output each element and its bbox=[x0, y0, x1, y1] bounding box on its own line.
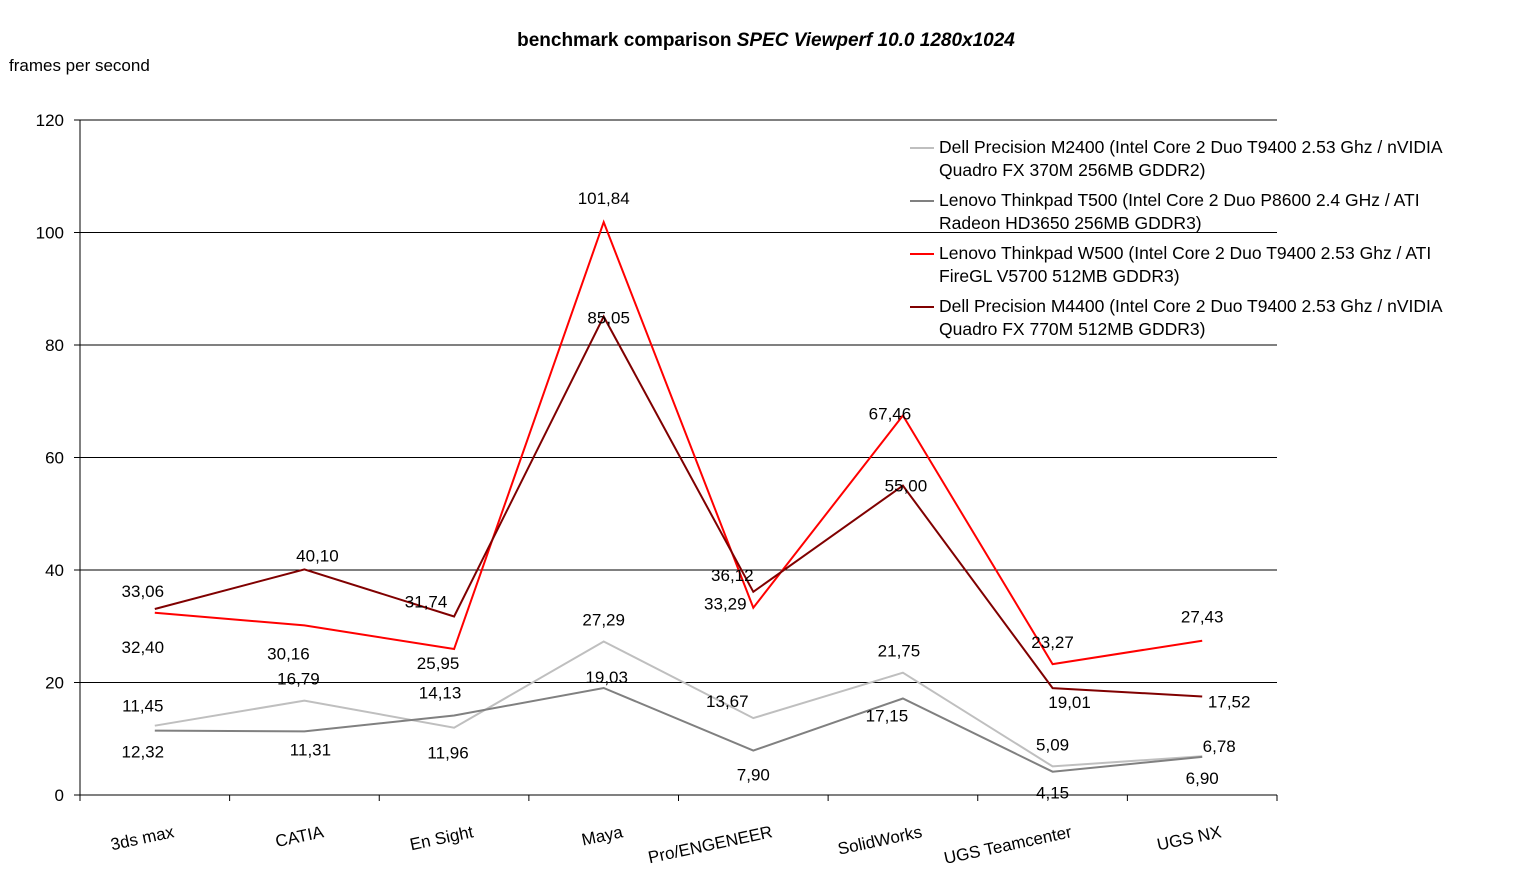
data-label-s2-2: 25,95 bbox=[417, 654, 460, 673]
legend-swatch-3 bbox=[910, 306, 934, 308]
chart-title-main: benchmark comparison bbox=[517, 30, 732, 51]
x-tick-label-3: Maya bbox=[580, 822, 625, 849]
data-labels: 12,32 16,79 11,96 27,29 13,67 21,75 5,09 6,90 11… bbox=[122, 189, 1251, 803]
series-line-2 bbox=[154, 219, 1203, 666]
y-tick-label-5: 100 bbox=[36, 224, 64, 243]
x-tick-label-4: Pro/ENGENEER bbox=[646, 822, 774, 867]
legend-swatch-2 bbox=[910, 253, 934, 255]
legend-item-0: Dell Precision M2400 (Intel Core 2 Duo T… bbox=[910, 136, 1470, 182]
legend-swatch-0 bbox=[910, 147, 934, 149]
data-label-s0-0: 12,32 bbox=[122, 743, 165, 762]
data-label-s3-6: 19,01 bbox=[1048, 693, 1091, 712]
data-label-s1-1: 11,31 bbox=[290, 740, 331, 759]
data-label-s2-3: 101,84 bbox=[578, 189, 630, 208]
data-label-s3-4: 36,12 bbox=[711, 566, 754, 585]
data-label-s1-6: 4,15 bbox=[1036, 784, 1069, 803]
gridlines bbox=[80, 119, 1277, 683]
series-line-0 bbox=[154, 640, 1203, 768]
data-label-s3-2: 31,74 bbox=[405, 592, 448, 611]
data-label-s1-0: 11,45 bbox=[122, 697, 163, 716]
x-tick-label-5: SolidWorks bbox=[836, 822, 924, 858]
data-label-s1-3: 19,03 bbox=[585, 668, 628, 687]
data-label-s3-7: 17,52 bbox=[1208, 692, 1251, 711]
y-axis-ticks: 0 20 40 60 80 100 120 bbox=[36, 111, 80, 805]
chart-title: benchmark comparison SPEC Viewperf 10.0 … bbox=[0, 30, 1532, 52]
series-line-1 bbox=[154, 686, 1203, 773]
x-tick-label-6: UGS Teamcenter bbox=[942, 822, 1074, 868]
data-label-s3-5: 55,00 bbox=[885, 477, 928, 496]
x-tick-label-1: CATIA bbox=[274, 822, 326, 851]
legend-label-2: Lenovo Thinkpad W500 (Intel Core 2 Duo T… bbox=[939, 243, 1432, 286]
data-label-s2-1: 30,16 bbox=[267, 644, 310, 663]
data-label-s3-0: 33,06 bbox=[122, 582, 165, 601]
y-tick-label-0: 0 bbox=[55, 786, 64, 805]
data-label-s0-6: 5,09 bbox=[1036, 735, 1069, 754]
data-label-s0-2: 11,96 bbox=[427, 744, 468, 763]
legend: Dell Precision M2400 (Intel Core 2 Duo T… bbox=[910, 136, 1470, 348]
x-tick-label-2: En Sight bbox=[408, 822, 475, 854]
legend-item-2: Lenovo Thinkpad W500 (Intel Core 2 Duo T… bbox=[910, 242, 1470, 288]
legend-label-1: Lenovo Thinkpad T500 (Intel Core 2 Duo P… bbox=[939, 190, 1420, 233]
legend-label-3: Dell Precision M4400 (Intel Core 2 Duo T… bbox=[939, 296, 1442, 339]
data-label-s0-7: 6,90 bbox=[1186, 769, 1219, 788]
chart-title-italic: SPEC Viewperf 10.0 1280x1024 bbox=[736, 30, 1015, 51]
data-label-s0-4: 13,67 bbox=[706, 692, 749, 711]
y-tick-label-4: 80 bbox=[45, 336, 64, 355]
data-label-s1-7: 6,78 bbox=[1203, 737, 1236, 756]
y-tick-label-3: 60 bbox=[45, 449, 64, 468]
x-tick-label-0: 3ds max bbox=[109, 822, 176, 854]
legend-label-0: Dell Precision M2400 (Intel Core 2 Duo T… bbox=[939, 137, 1442, 180]
y-tick-label-1: 20 bbox=[45, 674, 64, 693]
legend-swatch-1 bbox=[910, 200, 934, 202]
data-label-s2-7: 27,43 bbox=[1181, 608, 1224, 627]
data-label-s2-5: 67,46 bbox=[869, 405, 912, 424]
legend-item-1: Lenovo Thinkpad T500 (Intel Core 2 Duo P… bbox=[910, 189, 1470, 235]
data-label-s2-6: 23,27 bbox=[1031, 633, 1074, 652]
data-label-s1-5: 17,15 bbox=[866, 707, 909, 726]
data-label-s0-5: 21,75 bbox=[878, 642, 921, 661]
data-label-s1-2: 14,13 bbox=[419, 684, 462, 703]
data-label-s1-4: 7,90 bbox=[737, 766, 770, 785]
y-axis-label: frames per second bbox=[9, 56, 150, 75]
x-axis-ticks: 3ds max CATIA En Sight Maya Pro/ENGENEER Soli… bbox=[79, 795, 1278, 868]
x-tick-label-7: UGS NX bbox=[1155, 822, 1223, 854]
data-label-s2-0: 32,40 bbox=[122, 638, 165, 657]
y-tick-label-6: 120 bbox=[36, 111, 64, 130]
series-lines bbox=[154, 219, 1203, 773]
y-tick-label-2: 40 bbox=[45, 561, 64, 580]
data-label-s2-4: 33,29 bbox=[704, 595, 747, 614]
data-label-s0-1: 16,79 bbox=[277, 670, 320, 689]
data-label-s3-3: 85,05 bbox=[587, 309, 630, 328]
data-label-s0-3: 27,29 bbox=[582, 610, 625, 629]
series-line-3 bbox=[154, 314, 1203, 698]
data-label-s3-1: 40,10 bbox=[296, 546, 339, 565]
legend-item-3: Dell Precision M4400 (Intel Core 2 Duo T… bbox=[910, 295, 1470, 341]
